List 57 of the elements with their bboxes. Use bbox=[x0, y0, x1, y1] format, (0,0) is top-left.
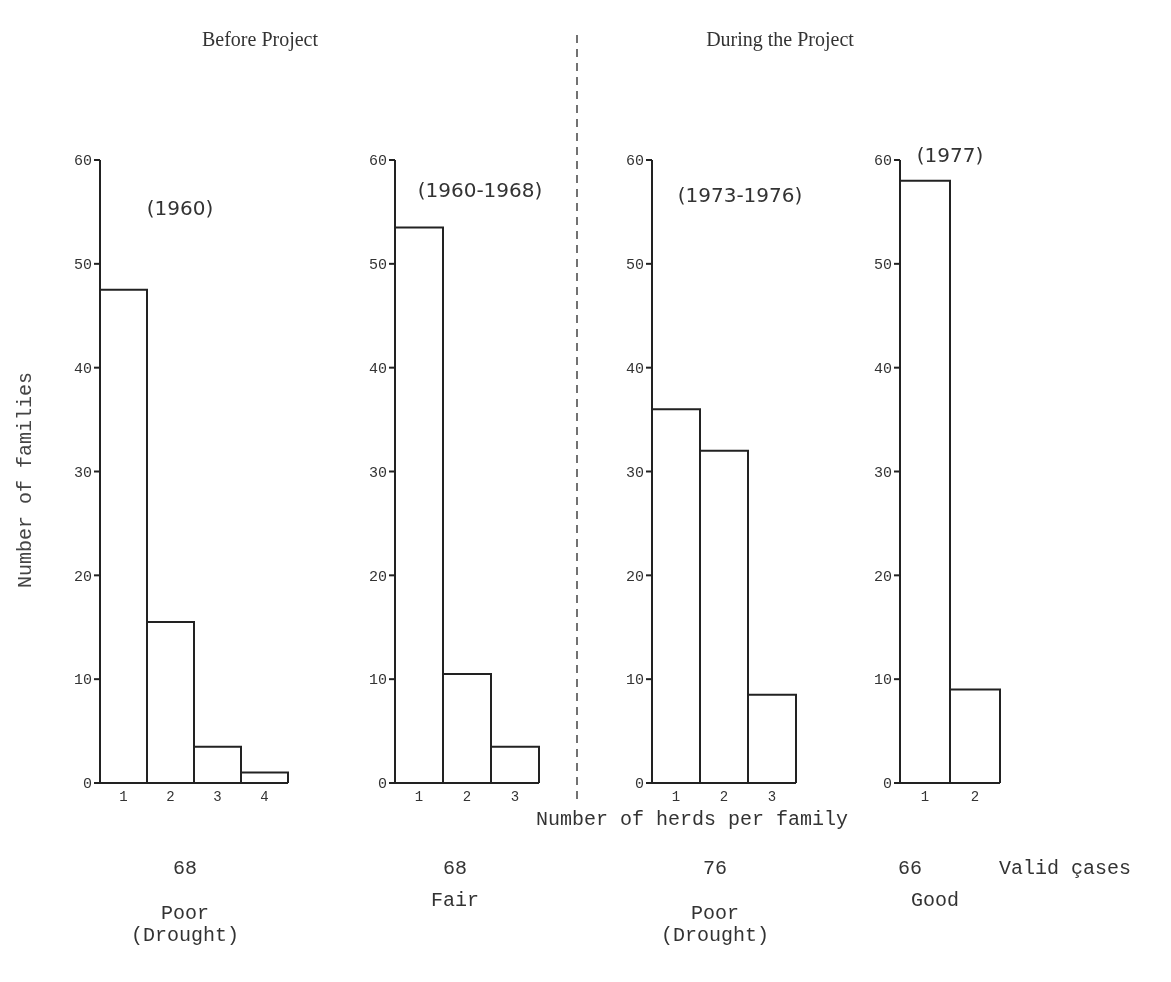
text: During the Project bbox=[706, 28, 854, 50]
x-tick-label: 3 bbox=[213, 788, 222, 805]
y-tick-label: 10 bbox=[73, 672, 92, 690]
y-tick-label: 60 bbox=[368, 153, 387, 171]
x-tick-label: 2 bbox=[719, 788, 729, 805]
y-tick-label: 20 bbox=[873, 568, 892, 586]
y-tick-label: 10 bbox=[625, 672, 644, 690]
y-tick-label: 40 bbox=[73, 360, 92, 378]
text: Fair bbox=[430, 889, 480, 912]
text: Poor (Drought) bbox=[660, 902, 770, 947]
y-tick-label: 40 bbox=[368, 360, 387, 378]
y-tick-label: 50 bbox=[368, 257, 387, 275]
x-tick-label: 1 bbox=[920, 788, 930, 805]
y-tick-label: 30 bbox=[625, 464, 644, 482]
y-tick-label: 50 bbox=[73, 257, 92, 275]
y-tick-label: 10 bbox=[873, 672, 892, 690]
text: Good bbox=[910, 889, 960, 912]
x-tick-label: 2 bbox=[970, 788, 980, 805]
x-tick-label: 2 bbox=[166, 788, 175, 805]
text: 76 bbox=[702, 857, 728, 880]
y-tick-label: 40 bbox=[625, 360, 644, 378]
y-tick-label: 20 bbox=[625, 568, 644, 586]
x-tick-label: 4 bbox=[260, 788, 269, 805]
text: Before Project bbox=[201, 28, 319, 50]
y-tick-label: 40 bbox=[873, 360, 892, 378]
x-tick-label: 3 bbox=[767, 788, 777, 805]
y-tick-label: 0 bbox=[634, 776, 644, 794]
y-tick-label: 20 bbox=[73, 568, 92, 586]
x-tick-label: 1 bbox=[119, 788, 128, 805]
text: (1973-1976) bbox=[677, 183, 803, 207]
x-tick-label: 2 bbox=[462, 788, 472, 805]
text: 68 bbox=[172, 857, 198, 880]
y-tick-label: 60 bbox=[73, 153, 92, 171]
x-tick-label: 3 bbox=[510, 788, 520, 805]
y-tick-label: 0 bbox=[377, 776, 387, 794]
chart-title: (1977) bbox=[916, 143, 984, 167]
x-tick-label: 1 bbox=[671, 788, 681, 805]
text: 68 bbox=[442, 857, 468, 880]
y-tick-label: 50 bbox=[873, 257, 892, 275]
x-axis-title: Number of herds per family bbox=[535, 808, 849, 831]
x-tick-label: 1 bbox=[414, 788, 424, 805]
y-tick-label: 60 bbox=[625, 153, 644, 171]
text: Poor (Drought) bbox=[130, 902, 240, 947]
y-tick-label: 30 bbox=[73, 464, 92, 482]
y-tick-label: 30 bbox=[368, 464, 387, 482]
y-tick-label: 50 bbox=[625, 257, 644, 275]
y-tick-label: 0 bbox=[882, 776, 892, 794]
text: (1960-1968) bbox=[417, 178, 543, 202]
y-tick-label: 30 bbox=[873, 464, 892, 482]
y-tick-label: 0 bbox=[82, 776, 92, 794]
y-axis-title: Number of families bbox=[13, 371, 37, 589]
text: 66 bbox=[897, 857, 923, 880]
y-tick-label: 20 bbox=[368, 568, 387, 586]
y-tick-label: 10 bbox=[368, 672, 387, 690]
y-tick-label: 60 bbox=[873, 153, 892, 171]
text: (1960) bbox=[146, 196, 214, 220]
text: Valid çases bbox=[998, 857, 1132, 880]
